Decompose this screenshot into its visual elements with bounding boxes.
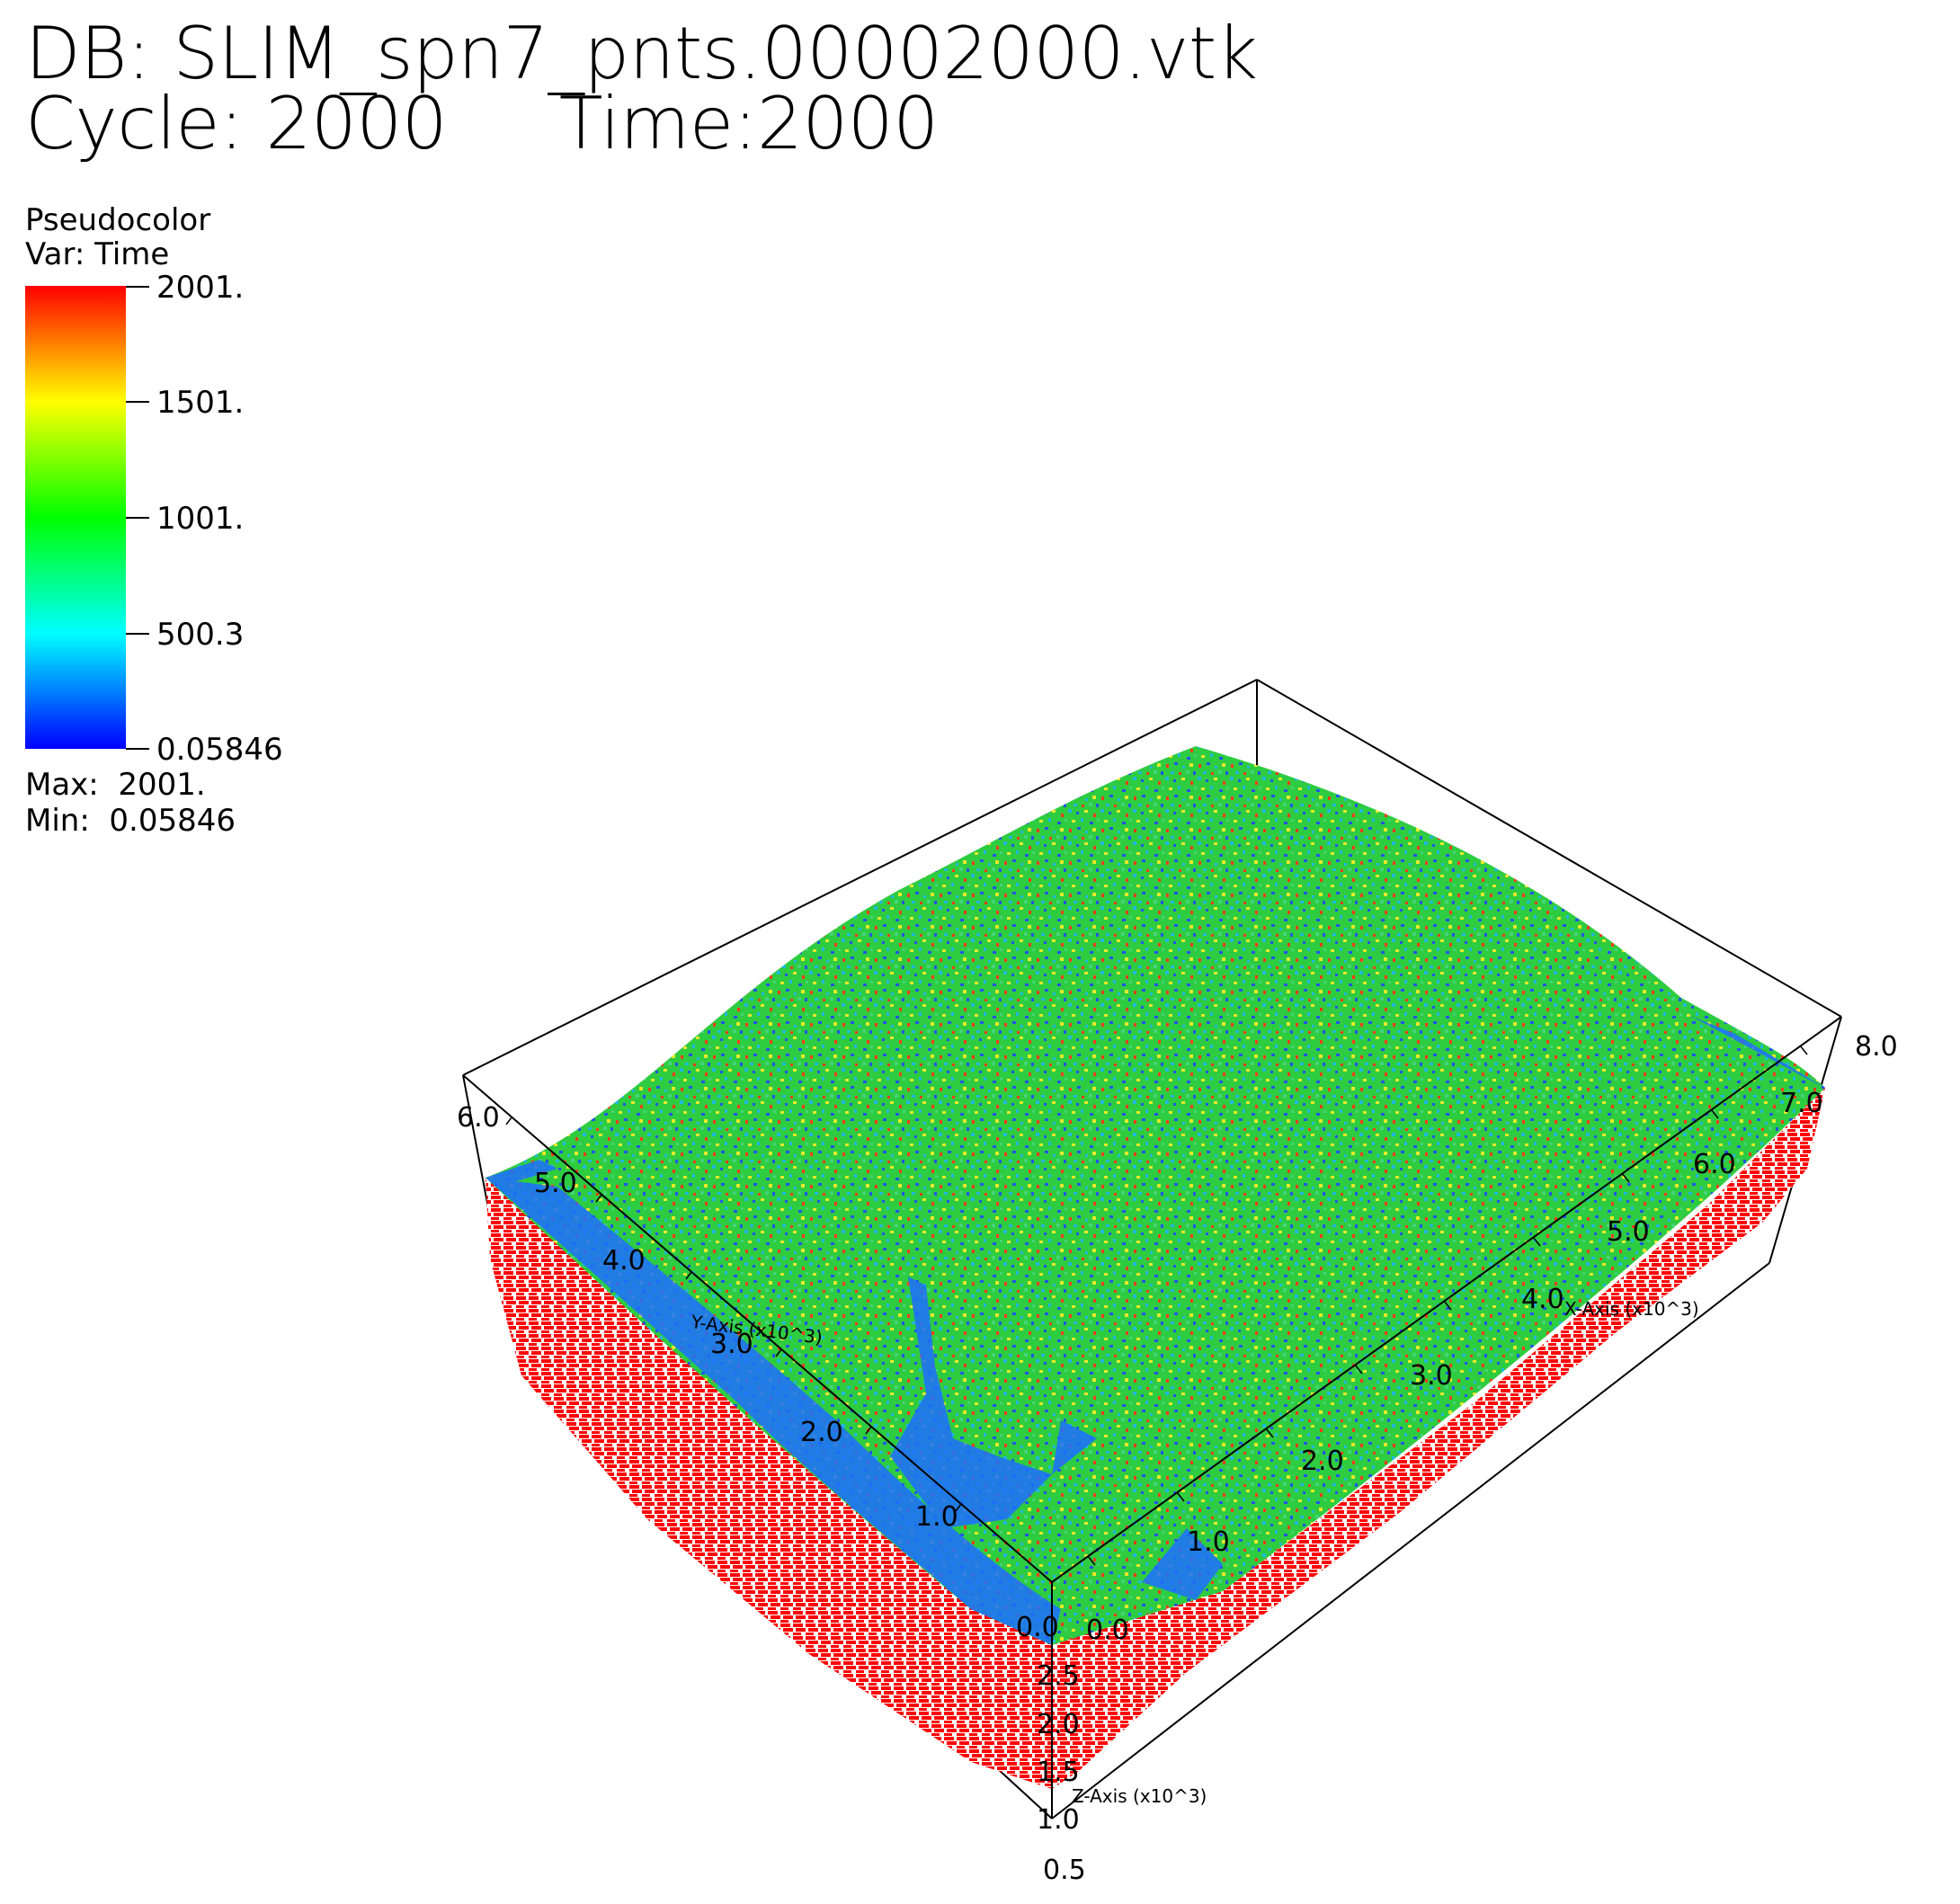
- z-tick-label: 1.0: [1037, 1804, 1080, 1836]
- z-axis-title: Z-Axis (x10^3): [1072, 1785, 1207, 1807]
- x-tick-label: 3.0: [1410, 1360, 1453, 1392]
- z-tick-label: 0.5: [1043, 1855, 1086, 1886]
- x-tick-label: 2.0: [1301, 1446, 1344, 1477]
- legend-tick-1001: 1001.: [156, 501, 245, 537]
- z-tick-label: 2.0: [1037, 1709, 1080, 1740]
- low-region: [486, 1016, 1825, 1645]
- red-wall-right: [1052, 1088, 1825, 1789]
- y-tick-label: 6.0: [457, 1102, 500, 1134]
- x-tick-label: 6.0: [1693, 1149, 1736, 1180]
- y-tick-label: 5.0: [534, 1168, 577, 1199]
- database-title: DB: SLIM_spn7_pnts.00002000.vtk: [25, 12, 1258, 95]
- legend-min-value: Min: 0.05846: [25, 803, 236, 839]
- x-tick-label: 5.0: [1607, 1216, 1650, 1248]
- x-axis-ticks: [1087, 1045, 1808, 1566]
- cycle-time-title: Cycle: 2000 Time:2000: [25, 82, 939, 165]
- y-tick-label: 4.0: [602, 1245, 646, 1277]
- legend-tick-mark: [126, 286, 149, 288]
- legend-tick-min: 0.05846: [156, 732, 283, 768]
- legend-tick-1501: 1501.: [156, 385, 245, 421]
- legend-tick-mark: [126, 748, 149, 750]
- bounding-box-front: [462, 1016, 1842, 1819]
- legend-tick-mark: [126, 633, 149, 635]
- y-tick-label: 0.0: [1016, 1612, 1059, 1643]
- z-tick-label: 2.5: [1037, 1660, 1080, 1692]
- x-tick-label: 0.0: [1086, 1615, 1129, 1646]
- legend-tick-max: 2001.: [156, 270, 245, 306]
- legend-tick-mark: [126, 517, 149, 519]
- legend-max-value: Max: 2001.: [25, 767, 206, 803]
- y-tick-label: 1.0: [915, 1501, 958, 1533]
- x-tick-label: 4.0: [1521, 1284, 1564, 1315]
- z-tick-label: 1.5: [1037, 1757, 1080, 1788]
- red-wall-left: [486, 1178, 1052, 1789]
- x-tick-label: 1.0: [1187, 1526, 1230, 1558]
- legend-tick-500: 500.3: [156, 617, 245, 653]
- x-axis-title: X-Axis (x10^3): [1564, 1298, 1699, 1320]
- y-tick-label: 2.0: [800, 1417, 843, 1448]
- legend-plot-type: Pseudocolor: [25, 202, 211, 238]
- y-tick-label: 3.0: [710, 1329, 753, 1360]
- color-legend-bar: [25, 286, 126, 749]
- x-tick-label: 8.0: [1855, 1031, 1898, 1063]
- legend-variable: Var: Time: [25, 236, 170, 272]
- legend-tick-mark: [126, 401, 149, 403]
- y-axis-ticks: [505, 1117, 962, 1512]
- x-tick-label: 7.0: [1780, 1088, 1823, 1119]
